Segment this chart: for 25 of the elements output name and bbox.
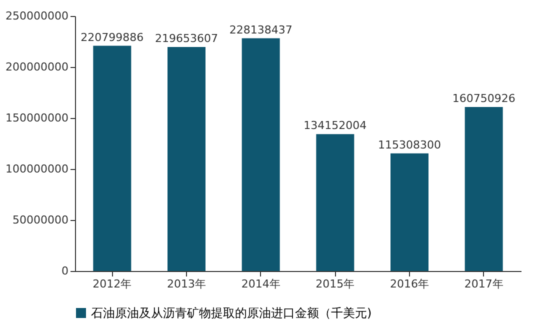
x-tick-label: 2015年 xyxy=(316,278,355,290)
x-tick-label: 2012年 xyxy=(92,278,132,290)
y-tick-label: 250000000 xyxy=(6,10,68,22)
data-label: 219653607 xyxy=(155,32,218,45)
x-tick-label: 2016年 xyxy=(390,278,429,290)
bar xyxy=(390,153,428,271)
y-tick-label: 150000000 xyxy=(6,112,68,124)
bar xyxy=(464,107,503,271)
bar xyxy=(316,134,354,271)
y-tick-label: 50000000 xyxy=(12,214,68,226)
data-label: 220799886 xyxy=(80,30,144,44)
x-tick-label: 2013年 xyxy=(167,278,206,290)
bar xyxy=(93,46,132,271)
bar xyxy=(168,46,206,271)
y-tick-label: 100000000 xyxy=(6,162,68,176)
data-label: 160750926 xyxy=(452,92,516,106)
bar xyxy=(242,38,280,271)
y-tick-label: 0 xyxy=(62,264,68,278)
legend-label: 石油原油及从沥青矿物提取的原油进口金额（千美元) xyxy=(91,306,372,320)
data-label: 228138437 xyxy=(229,23,292,36)
data-label: 115308300 xyxy=(378,138,441,152)
y-tick-label: 200000000 xyxy=(6,60,68,74)
x-tick-label: 2017年 xyxy=(464,278,504,290)
data-label: 134152004 xyxy=(304,119,367,132)
x-tick-label: 2014年 xyxy=(241,278,280,290)
